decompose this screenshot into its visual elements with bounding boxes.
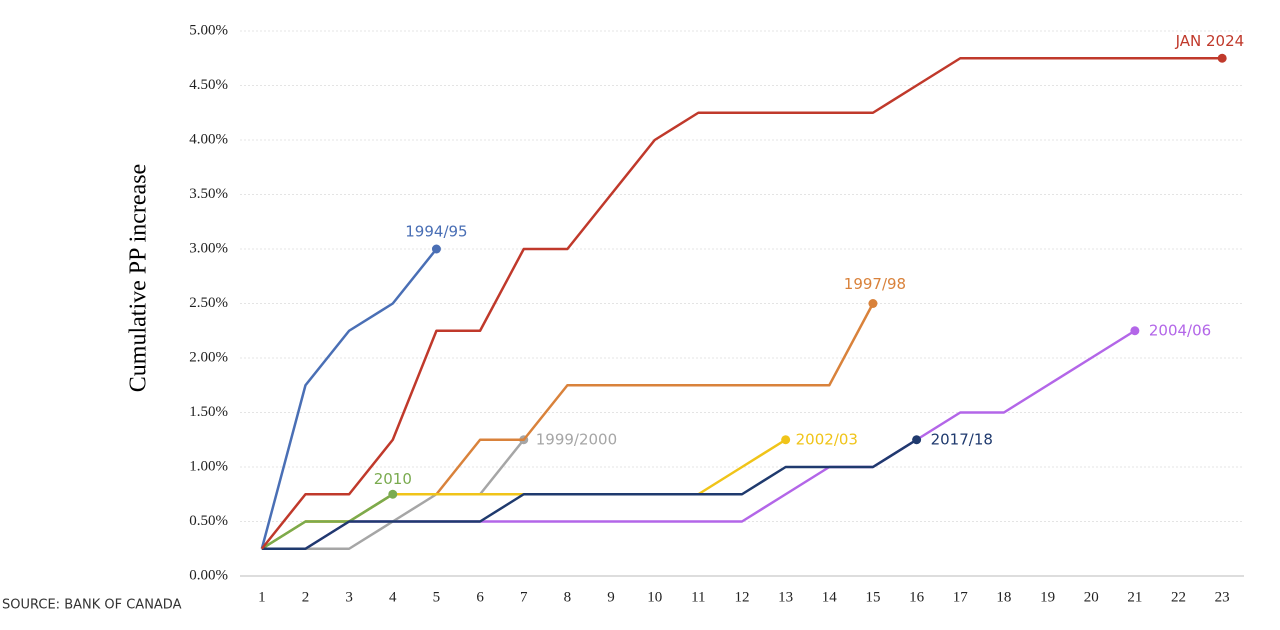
x-tick-label: 13 bbox=[778, 589, 793, 605]
x-tick-label: 1 bbox=[258, 589, 266, 605]
y-axis-label: Cumulative PP increase bbox=[126, 164, 152, 392]
series-line bbox=[260, 248, 438, 550]
x-tick-label: 15 bbox=[865, 589, 880, 605]
y-tick-label: 2.50% bbox=[189, 295, 228, 311]
y-tick-label: 2.00% bbox=[189, 349, 228, 365]
x-tick-label: 10 bbox=[647, 589, 662, 605]
x-tick-label: 4 bbox=[389, 589, 397, 605]
series-label: JAN 2024 bbox=[1175, 32, 1245, 50]
end-marker bbox=[868, 299, 878, 308]
end-marker bbox=[1130, 326, 1140, 336]
y-tick-label: 0.50% bbox=[189, 513, 228, 529]
end-marker bbox=[1217, 53, 1227, 63]
x-tick-label: 22 bbox=[1171, 589, 1186, 605]
series-line bbox=[261, 438, 918, 550]
series-label: 2010 bbox=[374, 470, 412, 488]
series-label: 2017/18 bbox=[931, 430, 993, 448]
y-tick-label: 1.50% bbox=[189, 404, 228, 420]
source-note: SOURCE: BANK OF CANADA bbox=[2, 598, 182, 613]
y-tick-label: 0.00% bbox=[189, 567, 228, 583]
x-tick-label: 21 bbox=[1127, 589, 1142, 605]
end-marker bbox=[431, 244, 441, 254]
x-tick-label: 19 bbox=[1040, 589, 1055, 605]
x-tick-label: 9 bbox=[607, 589, 615, 605]
y-tick-label: 5.00% bbox=[189, 22, 228, 38]
series-line bbox=[261, 302, 875, 550]
x-tick-label: 18 bbox=[996, 589, 1011, 605]
x-tick-label: 7 bbox=[520, 589, 528, 605]
x-tick-label: 3 bbox=[345, 589, 353, 605]
y-tick-label: 4.50% bbox=[189, 77, 228, 93]
series-label: 1994/95 bbox=[405, 223, 467, 241]
x-tick-label: 23 bbox=[1215, 589, 1230, 605]
series-line bbox=[261, 493, 394, 550]
end-marker bbox=[388, 489, 398, 499]
x-tick-label: 5 bbox=[433, 589, 441, 605]
y-tick-label: 3.50% bbox=[189, 186, 228, 202]
x-tick-label: 6 bbox=[476, 589, 484, 605]
series-line bbox=[260, 57, 1223, 550]
y-tick-label: 4.00% bbox=[189, 131, 228, 147]
series-label: 2002/03 bbox=[796, 430, 858, 448]
x-tick-label: 20 bbox=[1084, 589, 1099, 605]
x-tick-label: 8 bbox=[564, 589, 572, 605]
end-marker bbox=[912, 435, 922, 445]
x-tick-label: 2 bbox=[302, 589, 310, 605]
x-tick-label: 17 bbox=[953, 589, 969, 605]
x-tick-label: 14 bbox=[822, 589, 838, 605]
x-tick-label: 12 bbox=[735, 589, 750, 605]
series-label: 1999/2000 bbox=[536, 430, 617, 448]
x-tick-label: 16 bbox=[909, 589, 925, 605]
series-label: 2004/06 bbox=[1149, 321, 1211, 339]
end-marker bbox=[781, 435, 791, 445]
y-tick-label: 1.00% bbox=[189, 458, 228, 474]
x-tick-label: 11 bbox=[691, 589, 705, 605]
y-tick-label: 3.00% bbox=[189, 240, 228, 256]
series-label: 1997/98 bbox=[844, 275, 906, 293]
